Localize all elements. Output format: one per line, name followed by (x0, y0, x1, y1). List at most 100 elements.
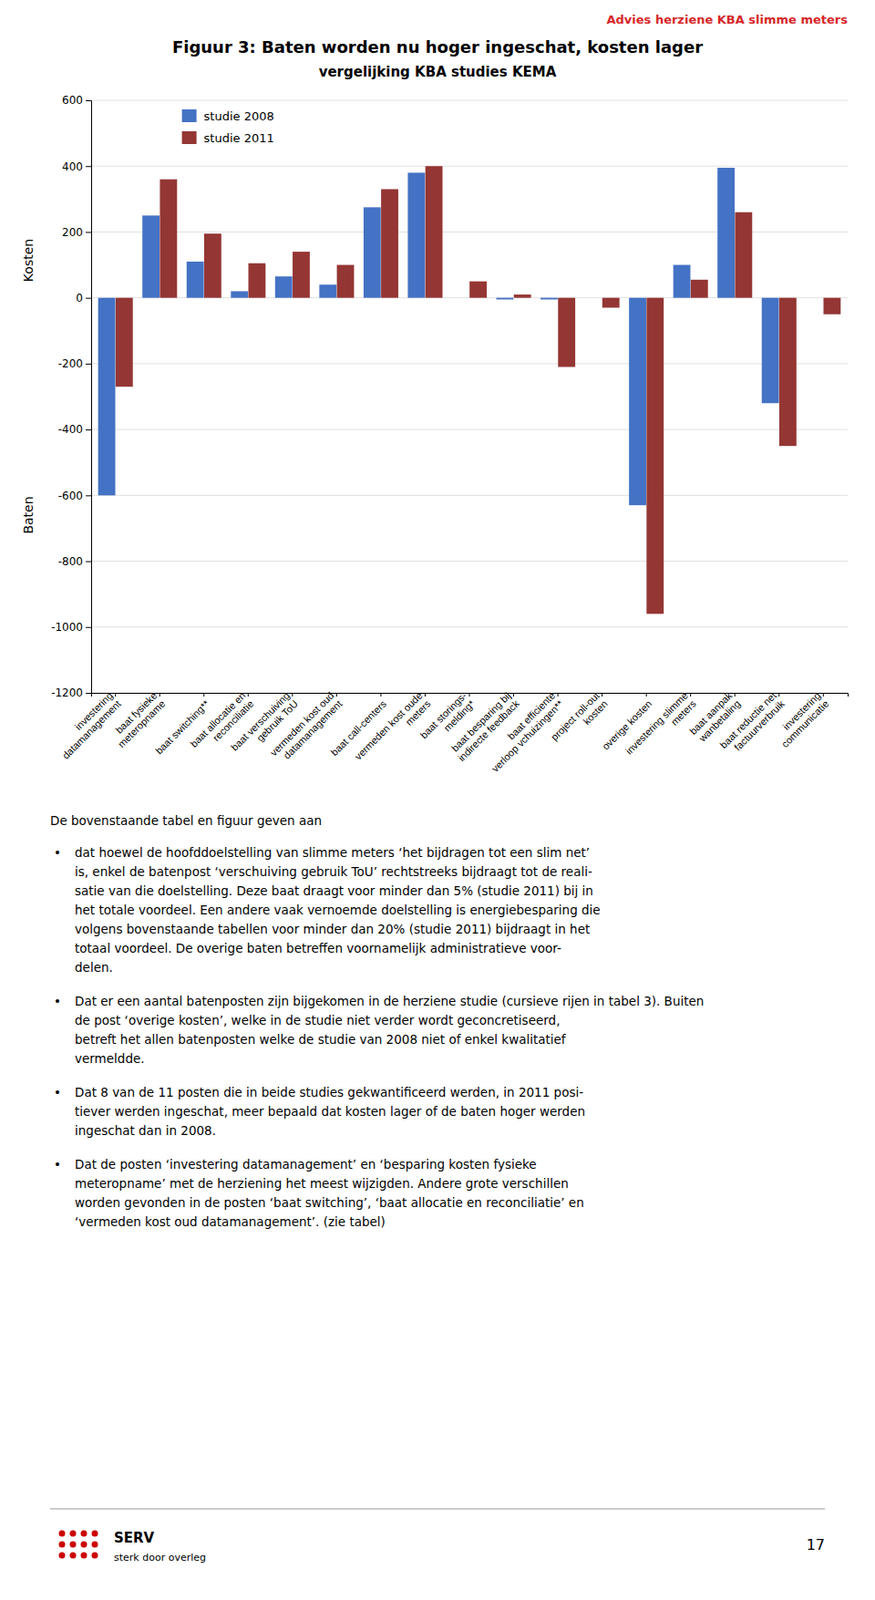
logo-dot (81, 1530, 88, 1537)
y-tick-label: 400 (61, 160, 83, 174)
bar (98, 298, 116, 496)
body-line: betreft het allen batenposten welke de s… (74, 1031, 567, 1047)
grid-line (91, 362, 848, 364)
logo-dot (92, 1552, 99, 1559)
y-tick-label: -200 (58, 357, 83, 371)
x-tick-label: project roll-outkosten (548, 689, 610, 752)
y-tick-label: 200 (61, 226, 83, 239)
x-axis: investeringdatamanagementbaat fysiekemet… (51, 689, 849, 774)
logo-dot (59, 1552, 66, 1559)
x-tick-mark (247, 692, 249, 697)
logo-dot (81, 1552, 88, 1559)
logo-dot (70, 1541, 77, 1548)
logo-dot (59, 1530, 66, 1537)
bar (159, 179, 177, 299)
bar (275, 276, 293, 298)
page: Advies herziene KBA slimme metersFiguur … (0, 0, 875, 1600)
y-tick-mark (85, 627, 92, 628)
bar (204, 233, 222, 298)
body-line: meteropname’ met de herziening het meest… (74, 1175, 569, 1191)
bar (407, 172, 425, 298)
x-tick-label: baat reductie netfactuurverbruik (718, 689, 788, 759)
y-tick: -200 (58, 357, 92, 371)
x-tick: baat reductie netfactuurverbruik (718, 689, 788, 759)
body-line: Dat de posten ‘investering datamanagemen… (74, 1156, 537, 1172)
x-tick: investeringcommunicatie (771, 689, 831, 750)
y-tick-label: 0 (75, 291, 83, 305)
x-tick-mark (557, 692, 559, 697)
y-tick-mark (85, 561, 92, 563)
x-tick-mark (114, 692, 116, 697)
y-tick-mark (85, 429, 92, 431)
x-tick-mark (291, 692, 293, 697)
logo-dot (59, 1541, 66, 1548)
bar (380, 189, 399, 299)
x-tick-label: baat allocatie enreconciliatie (187, 689, 256, 758)
bar (337, 265, 355, 299)
x-tick-label: investeringcommunicatie (771, 689, 831, 750)
y-tick-mark (85, 692, 92, 694)
x-tick-label-line: kosten (580, 698, 609, 727)
bar (646, 298, 664, 615)
bar (557, 298, 576, 368)
logo-dot (70, 1530, 77, 1537)
y-axis: -1200-1000-800-600-400-2000200400600 (51, 93, 92, 700)
y-tick-mark (85, 494, 92, 496)
x-tick-label-line: communicatie (779, 698, 831, 750)
body-line: totaal voordeel. De overige baten betref… (74, 940, 562, 956)
body-line: de post ‘overige kosten’, welke in de st… (74, 1012, 560, 1028)
bar (248, 263, 267, 299)
body-line: ingeschat dan in 2008. (74, 1122, 217, 1138)
body-text: De bovenstaande tabel en figuur geven aa… (50, 813, 704, 1229)
legend-swatch (182, 109, 197, 123)
bullet: • (53, 993, 62, 1009)
bar (425, 165, 443, 298)
bar (452, 297, 470, 299)
body-line: volgens bovenstaande tabellen voor minde… (74, 921, 590, 937)
title: Figuur 3: Baten worden nu hoger ingescha… (172, 37, 703, 57)
y-tick: 0 (75, 291, 92, 305)
x-tick: baat fysiekemeteropname (107, 689, 167, 750)
body-line: vermeldde. (74, 1050, 145, 1066)
x-tick-label: baat fysiekemeteropname (107, 689, 167, 750)
x-tick-mark (336, 692, 338, 697)
y-tick: -800 (58, 555, 92, 568)
bar (690, 279, 709, 299)
bar (230, 290, 248, 298)
x-tick-label: investering slimmemeters (623, 689, 699, 764)
y-tick-label: -1200 (51, 686, 83, 700)
y-tick-mark (85, 100, 92, 102)
footer-separator (50, 1507, 825, 1510)
y-tick: -400 (58, 422, 92, 436)
bar (514, 294, 532, 299)
y-tick: -1000 (51, 620, 92, 634)
x-tick: project roll-outkosten (548, 689, 610, 752)
bar (469, 281, 487, 299)
x-tick: overige kosten (599, 692, 654, 752)
bar (734, 212, 752, 299)
x-tick-mark (380, 692, 381, 697)
x-tick-mark (424, 692, 426, 697)
bar (717, 167, 735, 299)
y-tick: 200 (61, 226, 92, 239)
legend: studie 2008studie 2011 (182, 109, 275, 145)
x-tick: baat switching** (153, 692, 212, 756)
x-tick-mark (734, 692, 736, 697)
footer-logo-name: SERV (113, 1529, 155, 1546)
body-line: worden gevonden in de posten ‘baat switc… (74, 1194, 585, 1210)
body-line: het totale voordeel. Een andere vaak ver… (74, 902, 601, 917)
bar (585, 297, 603, 299)
logo (59, 1530, 99, 1559)
legend-item: studie 2011 (182, 131, 275, 145)
bar (673, 265, 691, 299)
body-line: Dat er een aantal batenposten zijn bijge… (74, 993, 704, 1009)
x-tick-mark (469, 692, 471, 697)
x-tick-label-line: datamanagement (60, 698, 124, 762)
grid-line (91, 626, 848, 628)
bar (496, 298, 515, 300)
x-tick: baat allocatie enreconciliatie (187, 689, 256, 758)
bar (602, 298, 620, 309)
grid-line (91, 494, 848, 496)
axis-domain (92, 693, 849, 698)
body-intro: De bovenstaande tabel en figuur geven aa… (50, 813, 322, 828)
